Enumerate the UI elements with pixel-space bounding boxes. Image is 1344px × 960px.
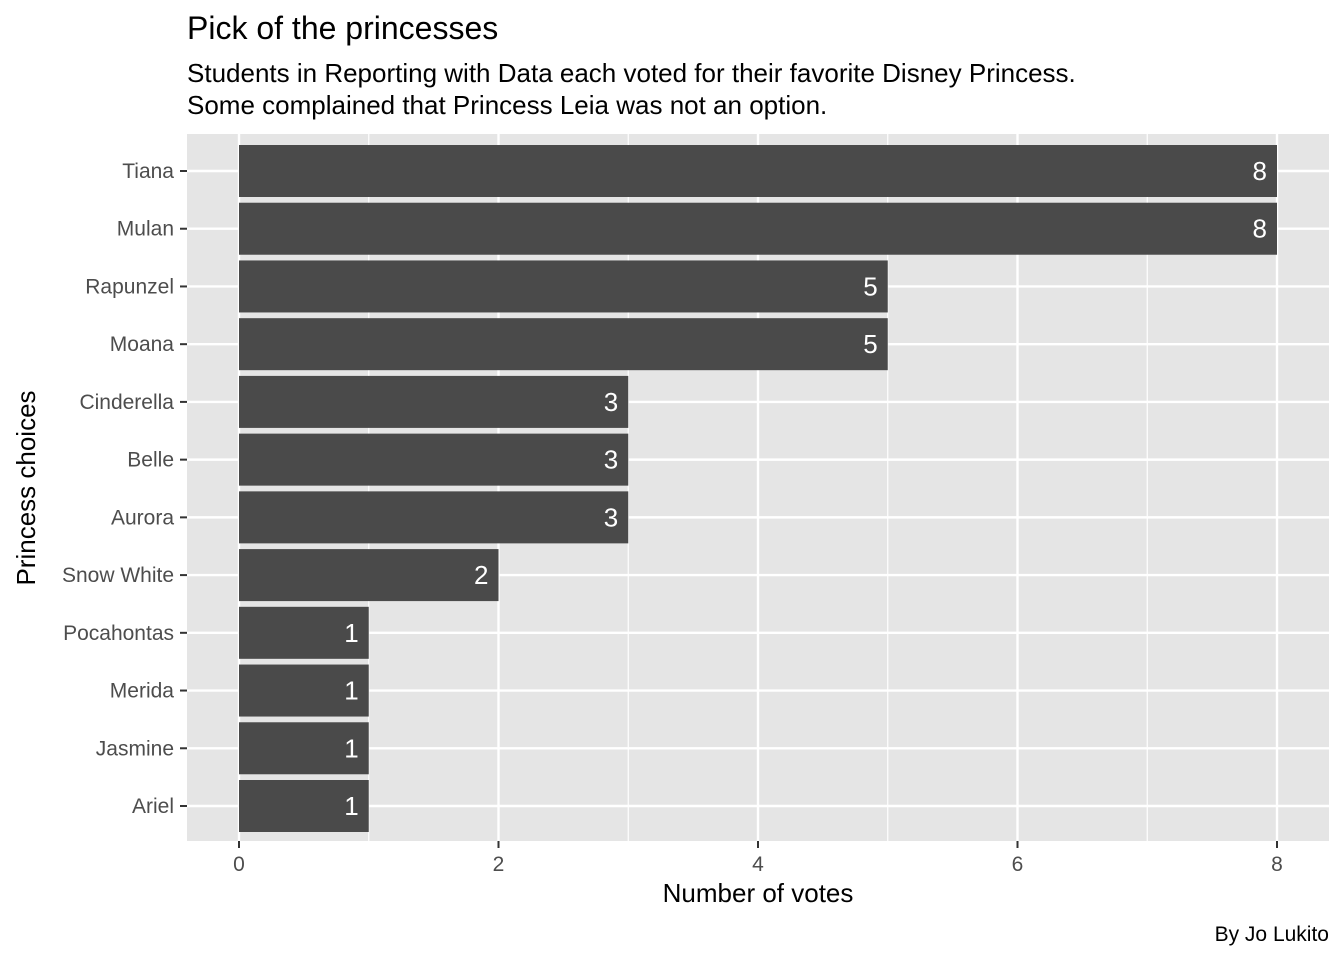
bar-tiana bbox=[239, 145, 1277, 197]
bar-value-label: 5 bbox=[863, 271, 877, 301]
y-tick-label: Aurora bbox=[111, 506, 174, 529]
bar-value-label: 8 bbox=[1253, 156, 1267, 186]
y-tick-label: Ariel bbox=[132, 795, 174, 818]
y-axis-title: Princess choices bbox=[11, 390, 41, 585]
y-tick-label: Moana bbox=[110, 333, 175, 356]
bar-value-label: 1 bbox=[344, 618, 358, 648]
bar-value-label: 3 bbox=[604, 502, 618, 532]
chart-caption: By Jo Lukito bbox=[1215, 923, 1329, 946]
chart-subtitle-line-1: Students in Reporting with Data each vot… bbox=[187, 58, 1076, 88]
bars-group bbox=[239, 145, 1277, 832]
y-tick-label: Cinderella bbox=[79, 391, 174, 414]
y-tick-label: Merida bbox=[110, 680, 175, 703]
x-tick-label: 0 bbox=[233, 853, 245, 876]
bar-value-label: 5 bbox=[863, 329, 877, 359]
chart-title: Pick of the princesses bbox=[187, 10, 498, 46]
y-tick-label: Jasmine bbox=[96, 737, 174, 760]
y-tick-label: Pocahontas bbox=[63, 622, 174, 645]
y-tick-label: Snow White bbox=[62, 564, 174, 587]
bar-value-label: 2 bbox=[474, 560, 488, 590]
bar-cinderella bbox=[239, 375, 629, 428]
bar-labels-group: 8 8 5 5 3 3 3 2 1 1 1 1 bbox=[344, 156, 1267, 821]
y-tick-label: Mulan bbox=[117, 218, 174, 241]
x-tick-label: 8 bbox=[1271, 853, 1283, 876]
bar-jasmine bbox=[239, 722, 369, 775]
bar-mulan bbox=[239, 202, 1277, 255]
x-tick-label: 6 bbox=[1012, 853, 1024, 876]
y-tick-label: Rapunzel bbox=[85, 275, 174, 298]
bar-pocahontas bbox=[239, 606, 369, 659]
bar-moana bbox=[239, 318, 888, 371]
x-tick-label: 4 bbox=[752, 853, 764, 876]
y-axis: Tiana Mulan Rapunzel Moana Cinderella Belle Au… bbox=[62, 160, 187, 818]
bar-value-label: 1 bbox=[344, 791, 358, 821]
bar-snow-white bbox=[239, 549, 499, 602]
bar-value-label: 1 bbox=[344, 733, 358, 763]
bar-value-label: 1 bbox=[344, 676, 358, 706]
bar-rapunzel bbox=[239, 260, 888, 313]
bar-ariel bbox=[239, 780, 369, 832]
x-tick-label: 2 bbox=[493, 853, 505, 876]
x-axis: 0 2 4 6 8 bbox=[233, 841, 1283, 876]
chart-subtitle-line-2: Some complained that Princess Leia was n… bbox=[187, 90, 827, 120]
bar-value-label: 8 bbox=[1253, 214, 1267, 244]
bar-belle bbox=[239, 433, 629, 486]
bar-value-label: 3 bbox=[604, 387, 618, 417]
y-tick-label: Tiana bbox=[122, 160, 174, 183]
y-tick-label: Belle bbox=[127, 449, 174, 472]
x-axis-title: Number of votes bbox=[663, 878, 854, 908]
bar-value-label: 3 bbox=[604, 445, 618, 475]
bar-merida bbox=[239, 664, 369, 717]
bar-aurora bbox=[239, 491, 629, 544]
